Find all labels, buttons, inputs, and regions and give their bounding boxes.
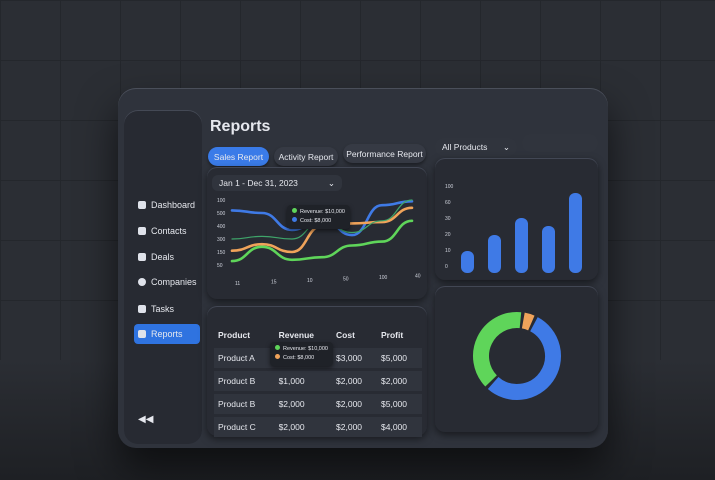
donut-slice <box>487 317 561 400</box>
y-tick-label: 150 <box>217 250 226 256</box>
table-cell: $3,000 <box>332 348 377 368</box>
y-tick-label: 20 <box>445 232 451 238</box>
donut-slice <box>473 312 522 387</box>
sidebar-item-dashboard[interactable]: Dashboard <box>134 195 200 215</box>
table-cell: $2,000 <box>332 394 377 414</box>
x-tick-label: 40 <box>415 274 421 280</box>
sidebar-item-companies[interactable]: Companies <box>134 272 200 292</box>
tab-activity-report[interactable]: Activity Report <box>274 147 338 166</box>
home-icon <box>138 201 146 209</box>
tooltip-revenue: Revenue: $10,000 <box>283 346 328 352</box>
y-tick-label: 400 <box>217 224 226 230</box>
page-title: Reports <box>210 118 271 135</box>
sidebar-item-label: Dashboard <box>151 200 196 210</box>
y-tick-label: 100 <box>445 184 454 190</box>
line-series <box>230 219 414 263</box>
cost-dot <box>292 217 297 222</box>
donut-chart <box>473 312 561 400</box>
tab-sales-report[interactable]: Sales Report <box>208 147 269 166</box>
table-cell: $2,000 <box>332 417 377 437</box>
table-cell: Product B <box>214 371 275 391</box>
sidebar-item-label: Tasks <box>151 304 175 314</box>
y-tick-label: 50 <box>217 263 223 269</box>
reports-icon <box>138 330 146 338</box>
table-cell: Product A <box>214 348 275 368</box>
search-input[interactable] <box>522 134 598 152</box>
y-tick-label: 500 <box>217 211 226 217</box>
table-cell: $1,000 <box>274 371 333 391</box>
x-tick-label: 11 <box>235 281 240 287</box>
y-tick-label: 30 <box>445 216 451 222</box>
table-cell: $2,000 <box>332 371 377 391</box>
chevron-down-icon: ⌄ <box>327 177 335 188</box>
table-cell: $4,000 <box>377 417 422 437</box>
table-cell: $2,000 <box>274 394 333 414</box>
cost-dot <box>275 354 280 359</box>
y-tick-label: 0 <box>445 264 448 270</box>
donut-slice <box>521 312 535 331</box>
sidebar-item-label: Reports <box>151 329 183 339</box>
sidebar-item-label: Deals <box>151 252 175 262</box>
table-cell: $2,000 <box>377 371 422 391</box>
line-chart-tooltip: Revenue: $10,000 Cost: $8,000 <box>287 205 350 229</box>
col-header-revenue: Revenue <box>278 330 315 340</box>
products-dropdown[interactable]: All Products ⌄ <box>435 138 517 156</box>
sidebar-item-deals[interactable]: Deals <box>134 247 200 267</box>
deals-icon <box>138 253 146 261</box>
date-range-dropdown[interactable]: Jan 1 - Dec 31, 2023 ⌄ <box>212 175 342 191</box>
sidebar-item-label: Companies <box>151 277 197 287</box>
table-row[interactable]: Product B $1,000 $2,000 $2,000 <box>214 371 422 391</box>
sidebar-item-tasks[interactable]: Tasks <box>134 299 200 319</box>
revenue-dot <box>275 345 280 350</box>
tooltip-cost: Cost: $8,000 <box>283 355 315 361</box>
table-row[interactable]: Product B $2,000 $2,000 $5,000 <box>214 394 422 414</box>
sidebar-item-reports[interactable]: Reports <box>134 324 200 344</box>
y-tick-label: 300 <box>217 237 226 243</box>
chevron-down-icon: ⌄ <box>502 141 510 152</box>
x-tick-label: 100 <box>379 275 388 281</box>
table-cell: $5,000 <box>377 348 422 368</box>
donut-chart-card <box>435 286 598 432</box>
bar <box>488 235 501 273</box>
tooltip-cost: Cost: $8,000 <box>300 218 332 224</box>
date-range-value: Jan 1 - Dec 31, 2023 <box>219 178 298 188</box>
products-table: Product Revenue Cost Profit Product A $3,… <box>214 322 422 440</box>
sidebar-item-contacts[interactable]: Contacts <box>134 221 200 241</box>
sidebar-item-label: Contacts <box>151 226 187 236</box>
table-tooltip: Revenue: $10,000 Cost: $8,000 <box>270 342 333 366</box>
table-cell: $2,000 <box>274 417 333 437</box>
y-tick-label: 10 <box>445 248 451 254</box>
y-tick-label: 100 <box>217 198 226 204</box>
x-tick-label: 50 <box>343 277 349 283</box>
x-tick-label: 10 <box>307 278 313 284</box>
bar <box>542 226 555 273</box>
col-header-product: Product <box>218 330 251 340</box>
x-tick-label: 15 <box>271 280 277 286</box>
table-row[interactable]: Product C $2,000 $2,000 $4,000 <box>214 417 422 437</box>
col-header-profit: Profit <box>381 330 404 340</box>
products-dropdown-value: All Products <box>442 142 488 152</box>
revenue-dot <box>292 208 297 213</box>
table-cell: $5,000 <box>377 394 422 414</box>
y-tick-label: 60 <box>445 200 451 206</box>
col-header-cost: Cost <box>336 330 355 340</box>
user-icon <box>138 227 146 235</box>
tab-performance-report[interactable]: Performance Report <box>343 144 426 163</box>
companies-icon <box>138 278 146 286</box>
tasks-icon <box>138 305 146 313</box>
bar <box>515 218 528 273</box>
table-cell: Product B <box>214 394 275 414</box>
bar-chart: 0 10 20 30 60 100 <box>445 184 582 273</box>
tooltip-revenue: Revenue: $10,000 <box>300 209 345 215</box>
collapse-icon[interactable]: ◀◀ <box>138 414 154 425</box>
bar <box>569 193 582 273</box>
table-cell: Product C <box>214 417 275 437</box>
sidebar: Dashboard Contacts Deals Companies Tasks… <box>124 110 202 444</box>
bar <box>461 251 474 273</box>
